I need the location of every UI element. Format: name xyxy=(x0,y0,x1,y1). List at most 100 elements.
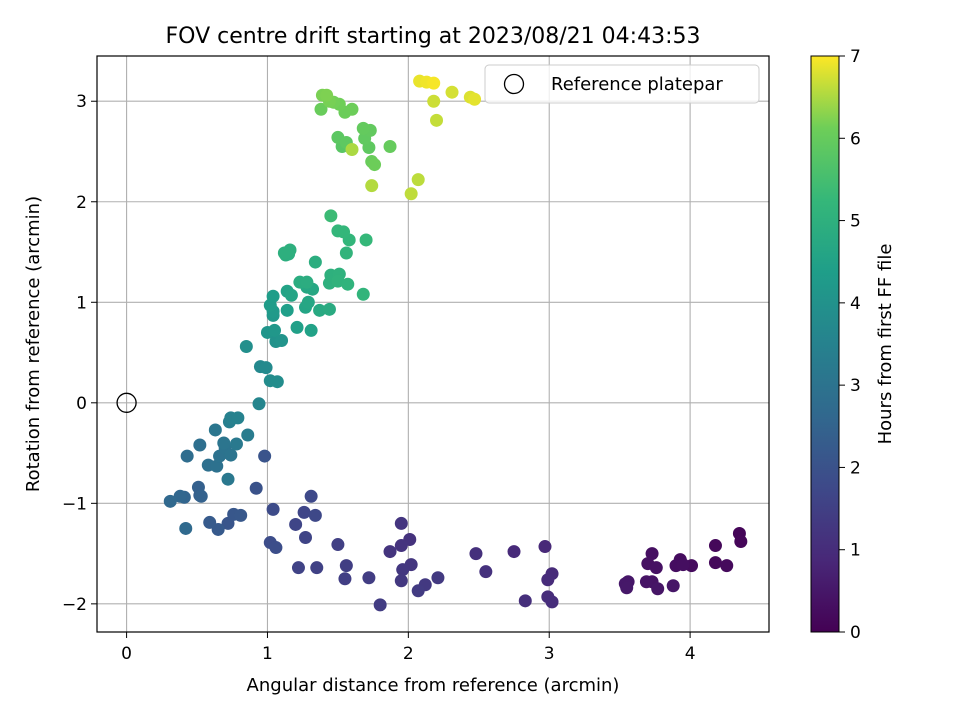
y-tick-label: 2 xyxy=(76,193,87,213)
data-point xyxy=(210,459,224,473)
data-point xyxy=(324,209,338,223)
data-point xyxy=(275,333,289,347)
y-tick-label: 3 xyxy=(76,92,87,112)
data-point xyxy=(341,277,355,291)
data-point xyxy=(649,561,663,575)
colorbar: 0 1 2 3 4 5 6 7 Hours from first FF file xyxy=(810,47,896,643)
chart-title: FOV centre drift starting at 2023/08/21 … xyxy=(166,24,701,49)
data-point xyxy=(431,571,445,585)
data-point xyxy=(289,517,303,531)
data-point xyxy=(173,489,187,503)
data-point xyxy=(430,113,444,127)
legend-circle-icon xyxy=(503,73,525,95)
data-point xyxy=(224,448,238,462)
data-point xyxy=(620,581,634,595)
data-point xyxy=(269,541,283,555)
data-point xyxy=(252,397,266,411)
x-axis-label: Angular distance from reference (arcmin) xyxy=(247,675,620,696)
data-point xyxy=(304,323,318,337)
grid-lines xyxy=(97,56,769,632)
data-point xyxy=(708,556,722,570)
data-point xyxy=(299,531,313,545)
x-tick-label: 4 xyxy=(685,644,696,664)
data-point xyxy=(338,572,352,586)
data-point xyxy=(427,76,441,90)
data-point xyxy=(394,539,408,553)
data-point xyxy=(313,303,327,317)
data-point xyxy=(518,594,532,608)
y-axis-label: Rotation from reference (arcmin) xyxy=(23,196,44,492)
data-point xyxy=(362,571,376,585)
data-point xyxy=(368,158,382,172)
data-point xyxy=(676,558,690,572)
data-point xyxy=(359,233,373,247)
data-point xyxy=(356,287,370,301)
data-point xyxy=(468,92,482,106)
y-tick-label: −2 xyxy=(62,595,87,615)
colorbar-tick-label: 5 xyxy=(850,212,861,232)
data-point xyxy=(394,516,408,530)
data-point xyxy=(277,246,291,260)
data-point xyxy=(708,539,722,553)
data-point xyxy=(180,449,194,463)
data-point xyxy=(208,423,222,437)
y-axis-ticks: −2 −1 0 1 2 3 xyxy=(62,92,97,615)
data-point xyxy=(308,255,322,269)
plot-frame xyxy=(96,55,770,633)
data-point xyxy=(337,225,351,239)
data-point xyxy=(266,502,280,516)
colorbar-tick-label: 6 xyxy=(850,129,861,149)
data-point xyxy=(259,361,273,375)
data-point xyxy=(445,85,459,99)
x-tick-label: 3 xyxy=(544,644,555,664)
legend-label: Reference platepar xyxy=(551,74,723,95)
data-point xyxy=(300,275,314,289)
data-point xyxy=(651,582,665,596)
legend-box xyxy=(484,64,760,104)
data-point xyxy=(394,574,408,588)
data-point xyxy=(331,538,345,552)
colorbar-tick-label: 0 xyxy=(850,623,861,643)
data-point xyxy=(507,545,521,559)
data-point xyxy=(314,102,328,116)
data-point xyxy=(734,535,748,549)
data-point xyxy=(231,411,245,425)
data-point xyxy=(383,139,397,153)
data-point xyxy=(479,565,493,579)
x-tick-label: 0 xyxy=(121,644,132,664)
y-tick-label: 1 xyxy=(76,293,87,313)
data-point xyxy=(356,121,370,135)
x-tick-label: 2 xyxy=(403,644,414,664)
data-point xyxy=(331,274,345,288)
colorbar-tick-label: 2 xyxy=(850,458,861,478)
data-point xyxy=(339,246,353,260)
data-point xyxy=(538,540,552,554)
data-point xyxy=(291,561,305,575)
data-point xyxy=(304,489,318,503)
data-point xyxy=(194,489,208,503)
data-point xyxy=(365,179,379,193)
data-point xyxy=(396,563,410,577)
data-point xyxy=(545,595,559,609)
data-point xyxy=(645,547,659,561)
data-point xyxy=(297,505,311,519)
colorbar-gradient xyxy=(810,55,840,633)
data-point xyxy=(345,142,359,156)
data-point xyxy=(373,598,387,612)
data-point xyxy=(541,573,555,587)
legend: Reference platepar xyxy=(484,64,760,104)
data-point xyxy=(258,449,272,463)
data-point xyxy=(411,173,425,187)
data-point xyxy=(427,94,441,108)
data-point xyxy=(301,295,315,309)
colorbar-tick-label: 4 xyxy=(850,294,861,314)
data-point xyxy=(280,303,294,317)
y-tick-label: 0 xyxy=(76,394,87,414)
data-point xyxy=(241,428,255,442)
reference-platepar-point xyxy=(116,392,137,413)
data-point xyxy=(229,437,243,451)
data-point xyxy=(322,302,336,316)
x-axis-ticks: 0 1 2 3 4 xyxy=(121,632,696,664)
data-point xyxy=(239,340,253,354)
